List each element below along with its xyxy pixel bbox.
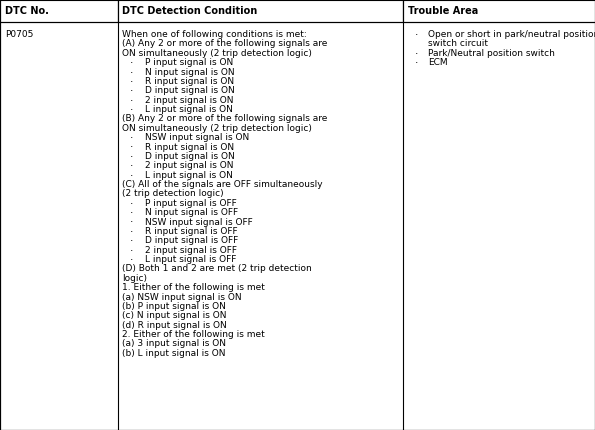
Text: L input signal is OFF: L input signal is OFF (145, 255, 236, 264)
Bar (118, 0, 403, 22)
Text: (c) N input signal is ON: (c) N input signal is ON (123, 311, 227, 320)
Text: Open or short in park/neutral position: Open or short in park/neutral position (428, 30, 595, 39)
Bar (0, 0, 118, 22)
Text: ·: · (130, 105, 133, 115)
Text: (d) R input signal is ON: (d) R input signal is ON (123, 321, 227, 330)
Text: ·: · (130, 77, 133, 87)
Text: ·: · (130, 227, 133, 237)
Text: (A) Any 2 or more of the following signals are: (A) Any 2 or more of the following signa… (123, 40, 328, 49)
Text: ON simultaneously (2 trip detection logic): ON simultaneously (2 trip detection logi… (123, 49, 312, 58)
Text: NSW input signal is OFF: NSW input signal is OFF (145, 218, 253, 227)
Text: ·: · (130, 246, 133, 256)
Text: R input signal is ON: R input signal is ON (145, 143, 234, 152)
Text: DTC No.: DTC No. (5, 6, 49, 16)
Text: P input signal is OFF: P input signal is OFF (145, 199, 237, 208)
Text: ·: · (130, 237, 133, 246)
Text: D input signal is ON: D input signal is ON (145, 86, 234, 95)
Bar (403, 0, 595, 22)
Text: N input signal is OFF: N input signal is OFF (145, 208, 238, 217)
Text: ECM: ECM (428, 58, 448, 67)
Text: ·: · (130, 133, 133, 143)
Text: L input signal is ON: L input signal is ON (145, 171, 233, 180)
Text: (b) P input signal is ON: (b) P input signal is ON (123, 302, 226, 311)
Text: (b) L input signal is ON: (b) L input signal is ON (123, 349, 226, 358)
Text: ON simultaneously (2 trip detection logic): ON simultaneously (2 trip detection logi… (123, 124, 312, 133)
Text: ·: · (415, 49, 418, 59)
Text: ·: · (130, 161, 133, 171)
Text: switch circuit: switch circuit (428, 40, 488, 49)
Text: ·: · (130, 143, 133, 153)
Text: ·: · (415, 58, 418, 68)
Text: ·: · (415, 30, 418, 40)
Text: 2. Either of the following is met: 2. Either of the following is met (123, 330, 265, 339)
Text: ·: · (130, 68, 133, 77)
Text: 2 input signal is ON: 2 input signal is ON (145, 96, 233, 105)
Text: DTC Detection Condition: DTC Detection Condition (123, 6, 258, 16)
Text: 1. Either of the following is met: 1. Either of the following is met (123, 283, 265, 292)
Text: ·: · (130, 96, 133, 106)
Text: ·: · (130, 86, 133, 96)
Text: N input signal is ON: N input signal is ON (145, 68, 234, 77)
Text: (a) 3 input signal is ON: (a) 3 input signal is ON (123, 339, 226, 348)
Text: Park/Neutral position switch: Park/Neutral position switch (428, 49, 555, 58)
Text: R input signal is OFF: R input signal is OFF (145, 227, 237, 236)
Text: ·: · (130, 218, 133, 227)
Text: (C) All of the signals are OFF simultaneously: (C) All of the signals are OFF simultane… (123, 180, 323, 189)
Text: (B) Any 2 or more of the following signals are: (B) Any 2 or more of the following signa… (123, 114, 328, 123)
Text: (a) NSW input signal is ON: (a) NSW input signal is ON (123, 292, 242, 301)
Text: ·: · (130, 199, 133, 209)
Text: NSW input signal is ON: NSW input signal is ON (145, 133, 249, 142)
Text: ·: · (130, 152, 133, 162)
Text: D input signal is ON: D input signal is ON (145, 152, 234, 161)
Text: ·: · (130, 171, 133, 181)
Text: ·: · (130, 58, 133, 68)
Text: When one of following conditions is met:: When one of following conditions is met: (123, 30, 307, 39)
Text: Trouble Area: Trouble Area (408, 6, 478, 16)
Text: 2 input signal is OFF: 2 input signal is OFF (145, 246, 237, 255)
Text: P input signal is ON: P input signal is ON (145, 58, 233, 67)
Text: (D) Both 1 and 2 are met (2 trip detection: (D) Both 1 and 2 are met (2 trip detecti… (123, 264, 312, 273)
Text: 2 input signal is ON: 2 input signal is ON (145, 161, 233, 170)
Text: D input signal is OFF: D input signal is OFF (145, 237, 238, 246)
Text: (2 trip detection logic): (2 trip detection logic) (123, 190, 224, 199)
Text: ·: · (130, 255, 133, 265)
Text: L input signal is ON: L input signal is ON (145, 105, 233, 114)
Text: R input signal is ON: R input signal is ON (145, 77, 234, 86)
Text: ·: · (130, 208, 133, 218)
Text: logic): logic) (123, 274, 148, 283)
Text: P0705: P0705 (5, 30, 33, 39)
